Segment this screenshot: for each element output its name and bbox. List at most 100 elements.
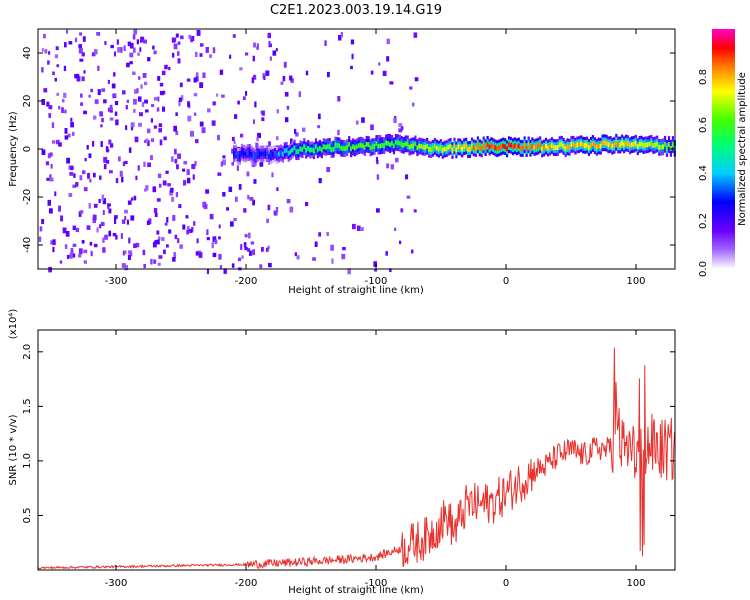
noise-cell	[117, 47, 121, 53]
noise-cell	[49, 174, 52, 179]
ridge-cell	[307, 146, 310, 151]
noise-cell	[83, 260, 87, 264]
noise-cell	[103, 156, 108, 163]
ridge-cell	[233, 151, 236, 156]
snr-panel: -300 -200 -100 0 100 0.5 1.0 1.5 2.0 Height of s…	[8, 309, 676, 596]
y-tick-label: 20	[22, 95, 33, 108]
noise-cell	[216, 93, 219, 97]
ridge-cell	[541, 146, 544, 152]
ridge-cell	[660, 144, 663, 150]
noise-cell	[317, 125, 321, 129]
ridge-cell	[449, 144, 452, 149]
noise-cell	[55, 46, 59, 51]
ridge-cell	[420, 143, 423, 149]
x-tick-label: 100	[626, 276, 645, 287]
noise-cell	[47, 60, 50, 65]
ridge-cell	[242, 150, 245, 156]
noise-cell	[136, 39, 139, 45]
noise-cell	[186, 177, 191, 184]
noise-cell	[100, 124, 103, 128]
noise-cell	[240, 244, 243, 250]
noise-cell	[195, 76, 199, 82]
noise-cell	[114, 215, 118, 219]
noise-cell	[50, 240, 55, 245]
ridge-cell	[416, 145, 419, 151]
noise-cell	[69, 252, 73, 259]
noise-cell	[139, 112, 143, 117]
noise-cell	[257, 132, 261, 138]
noise-cell	[62, 227, 67, 234]
noise-cell	[80, 102, 83, 106]
noise-cell	[211, 120, 216, 126]
ridge-cell	[472, 145, 475, 151]
ridge-cell	[320, 147, 323, 153]
noise-cell	[125, 105, 128, 110]
noise-cell	[161, 70, 166, 76]
ridge-cell	[617, 142, 620, 148]
noise-cell	[240, 133, 244, 138]
ridge-cell	[656, 141, 659, 147]
ridge-cell	[537, 143, 540, 149]
noise-cell	[69, 171, 74, 176]
noise-cell	[275, 145, 280, 149]
noise-cell	[382, 70, 387, 76]
ridge-cell	[476, 142, 479, 148]
ridge-cell	[404, 141, 407, 147]
noise-cell	[377, 135, 382, 140]
noise-cell	[394, 115, 397, 119]
ridge-cell	[426, 143, 429, 149]
noise-cell	[147, 128, 151, 134]
noise-cell	[272, 50, 277, 56]
ridge-cell	[599, 143, 602, 149]
noise-cell	[125, 125, 128, 131]
noise-cell	[209, 54, 212, 58]
noise-cell	[385, 251, 388, 256]
noise-cell	[318, 178, 322, 184]
y-tick-label: 0.5	[22, 508, 33, 524]
noise-cell	[114, 51, 116, 57]
noise-cell	[276, 136, 279, 141]
noise-cell	[199, 53, 203, 57]
x-tick-label: 100	[626, 578, 645, 589]
noise-cell	[62, 99, 65, 103]
ridge-cell	[326, 144, 329, 150]
ridge-cell	[367, 142, 370, 147]
noise-cell	[158, 128, 162, 133]
noise-cell	[205, 47, 209, 53]
noise-cell	[187, 101, 190, 105]
ridge-cell	[346, 145, 349, 150]
noise-cell	[158, 123, 163, 128]
noise-cell	[256, 46, 259, 50]
y-tick-label: 1.0	[22, 453, 33, 469]
noise-cell	[177, 58, 181, 64]
y-tick-label: 40	[22, 47, 33, 60]
noise-cell	[201, 127, 206, 134]
noise-cell	[172, 52, 175, 58]
noise-cell	[48, 208, 53, 214]
noise-cell	[347, 268, 351, 275]
noise-cell	[90, 88, 93, 93]
noise-cell	[114, 111, 118, 116]
noise-cell	[116, 39, 119, 45]
noise-cell	[352, 223, 356, 230]
noise-cell	[113, 72, 116, 77]
ridge-cell	[394, 139, 397, 145]
ridge-cell	[636, 144, 639, 150]
noise-cell	[121, 176, 124, 183]
ridge-cell	[519, 145, 522, 151]
ridge-cell	[330, 147, 333, 153]
noise-cell	[222, 155, 226, 159]
noise-cell	[241, 255, 244, 259]
noise-cell	[100, 221, 105, 226]
ridge-cell	[268, 154, 271, 159]
ridge-cell	[390, 141, 394, 146]
noise-cell	[82, 170, 86, 175]
noise-cell	[177, 41, 181, 45]
noise-cell	[200, 43, 204, 47]
ridge-cell	[291, 147, 294, 153]
ridge-cell	[365, 141, 368, 147]
ridge-cell	[252, 153, 255, 159]
noise-cell	[157, 262, 161, 266]
noise-cell	[75, 227, 80, 233]
noise-cell	[130, 122, 135, 128]
